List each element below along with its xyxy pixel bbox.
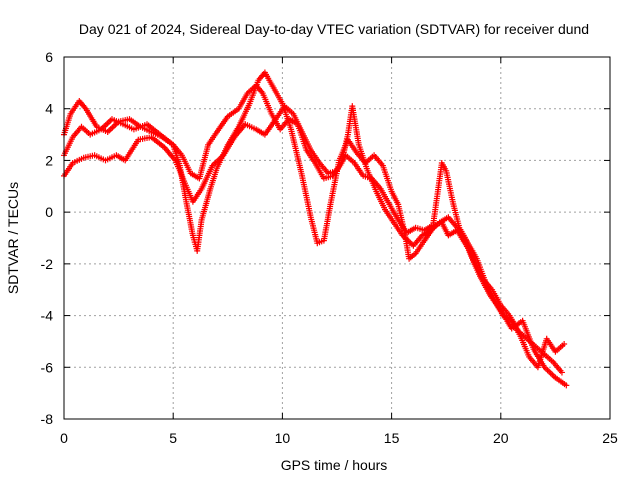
x-tick-label: 15	[384, 430, 400, 446]
x-axis-label: GPS time / hours	[281, 457, 388, 473]
x-tick-label: 0	[60, 430, 68, 446]
x-tick-label: 10	[275, 430, 291, 446]
x-tick-label: 25	[602, 430, 618, 446]
y-tick-label: -6	[41, 359, 54, 375]
y-tick-label: 4	[45, 101, 53, 117]
chart-title: Day 021 of 2024, Sidereal Day-to-day VTE…	[79, 21, 589, 37]
series-satellite-track-3	[61, 103, 568, 371]
y-tick-label: 2	[45, 152, 53, 168]
y-tick-label: -8	[41, 411, 54, 427]
grid	[64, 57, 610, 419]
y-axis-label: SDTVAR / TECUs	[5, 182, 21, 294]
x-tick-label: 5	[169, 430, 177, 446]
data-series	[61, 69, 570, 389]
y-tick-label: 6	[45, 49, 53, 65]
y-tick-label: 0	[45, 204, 53, 220]
plot-frame	[63, 56, 611, 420]
x-tick-label: 20	[493, 430, 509, 446]
data-point	[558, 369, 565, 376]
y-tick-label: -4	[41, 308, 54, 324]
data-point	[563, 382, 570, 389]
data-point	[561, 341, 568, 348]
y-tick-label: -2	[41, 256, 54, 272]
axes: 0 5 10 15 20 25 -8 -6 -4 -2 0 2 4 6	[41, 49, 618, 446]
